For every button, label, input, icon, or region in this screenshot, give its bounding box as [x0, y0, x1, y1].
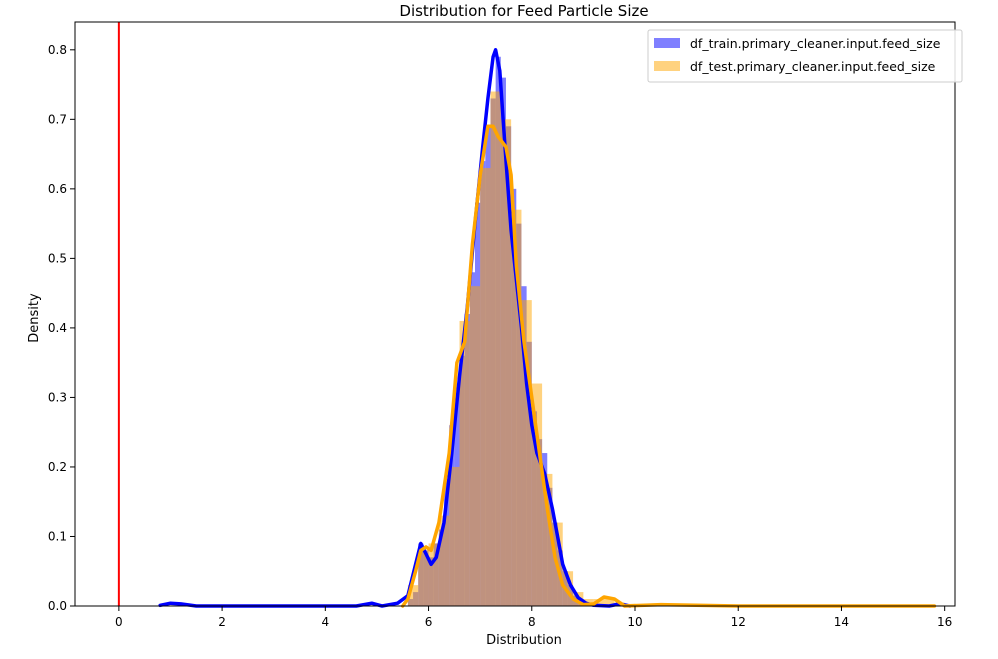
legend-swatch-train	[654, 38, 680, 48]
histogram-test	[407, 91, 666, 607]
histogram-bar	[459, 320, 470, 606]
x-tick-label: 16	[937, 615, 952, 629]
histogram-bar	[490, 91, 501, 607]
y-tick-label: 0.5	[48, 251, 67, 265]
x-tick-label: 2	[218, 615, 226, 629]
y-tick-label: 0.4	[48, 321, 67, 335]
y-tick-label: 0.6	[48, 182, 67, 196]
plot-frame	[74, 21, 956, 607]
histogram-bar	[449, 466, 460, 606]
legend-swatch-test	[654, 61, 680, 71]
y-tick-label: 0.2	[48, 460, 67, 474]
x-tick-label: 0	[115, 615, 123, 629]
legend: df_train.primary_cleaner.input.feed_size…	[647, 29, 963, 83]
histogram-bar	[438, 515, 450, 606]
y-tick-label: 0.7	[48, 112, 67, 126]
x-tick-label: 14	[834, 615, 849, 629]
x-tick-label: 8	[528, 615, 536, 629]
x-tick-label: 12	[731, 615, 746, 629]
histogram-bar	[500, 119, 512, 606]
histogram-bar	[418, 550, 429, 606]
y-tick-label: 0.1	[48, 529, 67, 543]
y-tick-label: 0.0	[48, 599, 67, 613]
histogram-bar	[511, 209, 522, 606]
x-axis-label: Distribution	[486, 633, 562, 648]
y-axis-label: Density	[27, 293, 42, 343]
histogram-bar	[480, 168, 491, 606]
x-tick-label: 4	[322, 615, 330, 629]
histogram-bar	[469, 286, 481, 606]
histogram-bar	[521, 300, 532, 606]
histogram-bar	[428, 543, 439, 606]
x-tick-label: 10	[627, 615, 642, 629]
histogram-bar	[542, 473, 553, 606]
histogram-bar	[407, 585, 419, 606]
kde-line-train	[158, 48, 632, 608]
y-tick-label: 0.8	[48, 43, 67, 57]
plot-area	[117, 22, 937, 608]
histogram-bar	[604, 599, 615, 606]
x-tick-label: 6	[425, 615, 433, 629]
legend-box	[647, 29, 963, 83]
histogram-bar	[531, 383, 543, 606]
chart-title: Distribution for Feed Particle Size	[399, 2, 648, 20]
kde-line-test	[400, 124, 937, 608]
axis-ticks: 0 2 4 6 8 10 12 14 16 0.0 0.1 0.2 0.3 0.4 0.5 0.6 0.7 0.8	[48, 43, 952, 629]
y-tick-label: 0.3	[48, 390, 67, 404]
legend-label-test: df_test.primary_cleaner.input.feed_size	[690, 59, 936, 74]
histogram-bar	[562, 571, 574, 606]
legend-label-train: df_train.primary_cleaner.input.feed_size	[690, 36, 941, 51]
